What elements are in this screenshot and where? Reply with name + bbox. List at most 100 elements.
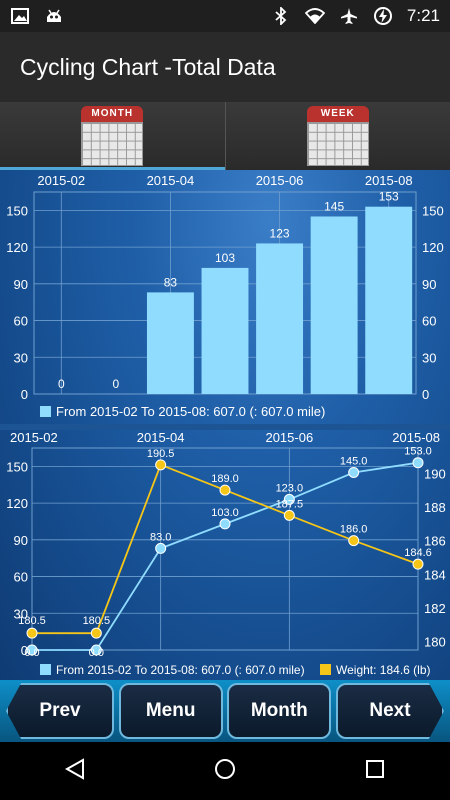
x-tick-label: 2015-02 — [37, 173, 85, 188]
data-point-0 — [155, 542, 167, 554]
data-label-0: 83.0 — [150, 531, 171, 543]
menu-button[interactable]: Menu — [118, 683, 223, 739]
data-label-0: 145.0 — [340, 455, 368, 467]
data-point-0 — [26, 644, 38, 656]
data-point-1 — [90, 627, 102, 639]
x-tick-label: 2015-02 — [10, 430, 58, 445]
bar-value-label: 103 — [215, 251, 235, 265]
data-point-0 — [90, 644, 102, 656]
tab-week[interactable]: WEEK — [224, 102, 450, 170]
data-point-0 — [219, 518, 231, 530]
bar-value-label: 0 — [58, 377, 65, 391]
x-tick-label: 2015-06 — [265, 430, 313, 445]
tab-month-label: MONTH — [81, 106, 144, 122]
data-label-1: 180.5 — [18, 615, 46, 627]
android-debug-icon — [44, 6, 64, 26]
prev-button[interactable]: Prev — [6, 683, 114, 739]
y-tick-label: 30 — [14, 606, 28, 621]
y2-tick-label: 186 — [424, 534, 446, 549]
y-tick-label: 30 — [14, 350, 28, 365]
legend-swatch — [40, 664, 51, 675]
y2-tick-label: 188 — [424, 500, 446, 515]
monthly-distance-bar-chart: 0 0 30 30 60 60 90 90 120 120 150 150 2015-02 2015-04… — [6, 173, 444, 419]
y2-tick-label: 180 — [424, 635, 446, 650]
bar — [146, 292, 194, 394]
y2-tick-label: 184 — [424, 567, 446, 582]
bar — [310, 216, 358, 394]
legend-label: From 2015-02 To 2015-08: 607.0 (: 607.0 … — [56, 663, 305, 677]
y-tick-label: 120 — [6, 496, 28, 511]
x-tick-label: 2015-08 — [365, 173, 413, 188]
system-nav-bar — [0, 742, 450, 800]
tab-month[interactable]: MONTH — [0, 102, 225, 170]
data-label-0: 103.0 — [211, 507, 239, 519]
y2-tick-label: 30 — [422, 350, 436, 365]
y-tick-label: 60 — [14, 570, 28, 585]
data-point-1 — [412, 558, 424, 570]
y2-tick-label: 90 — [422, 277, 436, 292]
legend-label: Weight: 184.6 (lb) — [336, 663, 431, 677]
data-point-0 — [412, 457, 424, 469]
status-time: 7:21 — [406, 6, 440, 25]
battery-charging-icon — [373, 6, 393, 26]
bar-value-label: 0 — [113, 377, 120, 391]
airplane-mode-icon — [339, 6, 359, 26]
legend-swatch — [40, 406, 51, 417]
image-icon — [10, 6, 30, 26]
y-tick-label: 60 — [14, 314, 28, 329]
recents-icon[interactable] — [363, 757, 387, 786]
app-title: Cycling Chart -Total Data — [20, 53, 276, 80]
bar-value-label: 153 — [379, 190, 399, 204]
y-tick-label: 90 — [14, 277, 28, 292]
y2-tick-label: 120 — [422, 240, 444, 255]
data-label-0: 123.0 — [276, 482, 304, 494]
data-point-1 — [348, 535, 360, 547]
bar-value-label: 145 — [324, 199, 344, 213]
y-tick-label: 150 — [6, 459, 28, 474]
wifi-icon — [304, 6, 325, 26]
distance-weight-line-chart: 0 30 60 90 120 150 180 182 184 186 188 190 2015-02 20… — [6, 430, 446, 677]
y2-tick-label: 150 — [422, 203, 444, 218]
data-label-1: 190.5 — [147, 448, 175, 460]
y2-tick-label: 182 — [424, 601, 446, 616]
chart-area: 0 0 30 30 60 60 90 90 120 120 150 150 2015-02 2015-04… — [0, 170, 450, 680]
y2-tick-label: 190 — [424, 466, 446, 481]
home-icon[interactable] — [213, 757, 237, 786]
y-tick-label: 0 — [21, 387, 28, 402]
bar — [256, 243, 304, 394]
bar-value-label: 83 — [164, 275, 178, 289]
data-label-1: 184.6 — [404, 547, 432, 559]
calendar-month-icon: MONTH — [81, 106, 144, 166]
tab-week-label: WEEK — [306, 106, 369, 122]
data-point-0 — [283, 493, 295, 505]
period-tabs: MONTH WEEK — [0, 102, 450, 170]
bar — [365, 206, 413, 394]
data-label-1: 180.5 — [83, 615, 111, 627]
month-button[interactable]: Month — [227, 683, 332, 739]
y-tick-label: 90 — [14, 533, 28, 548]
data-point-1 — [26, 627, 38, 639]
data-label-1: 187.5 — [276, 498, 304, 510]
data-point-1 — [219, 484, 231, 496]
data-label-0: 153.0 — [404, 446, 432, 458]
bar — [201, 267, 249, 394]
legend-label: From 2015-02 To 2015-08: 607.0 (: 607.0 … — [56, 404, 325, 419]
data-label-1: 189.0 — [211, 473, 239, 485]
status-bar: 7:21 — [0, 0, 450, 32]
app-bar: Cycling Chart -Total Data — [0, 32, 450, 102]
y2-tick-label: 0 — [422, 387, 429, 402]
bar-value-label: 123 — [270, 226, 290, 240]
x-tick-label: 2015-06 — [256, 173, 304, 188]
y-tick-label: 120 — [6, 240, 28, 255]
y-tick-label: 150 — [6, 203, 28, 218]
back-icon[interactable] — [63, 757, 87, 786]
next-button[interactable]: Next — [335, 683, 444, 739]
x-tick-label: 2015-08 — [392, 430, 440, 445]
calendar-week-icon: WEEK — [306, 106, 369, 166]
data-label-0: 0.0 — [89, 647, 104, 659]
legend-swatch — [320, 664, 331, 675]
data-label-1: 186.0 — [340, 524, 368, 536]
bottom-nav-bar: Prev Menu Month Next — [0, 680, 450, 742]
data-label-0: 0.0 — [24, 647, 39, 659]
data-point-1 — [155, 459, 167, 471]
